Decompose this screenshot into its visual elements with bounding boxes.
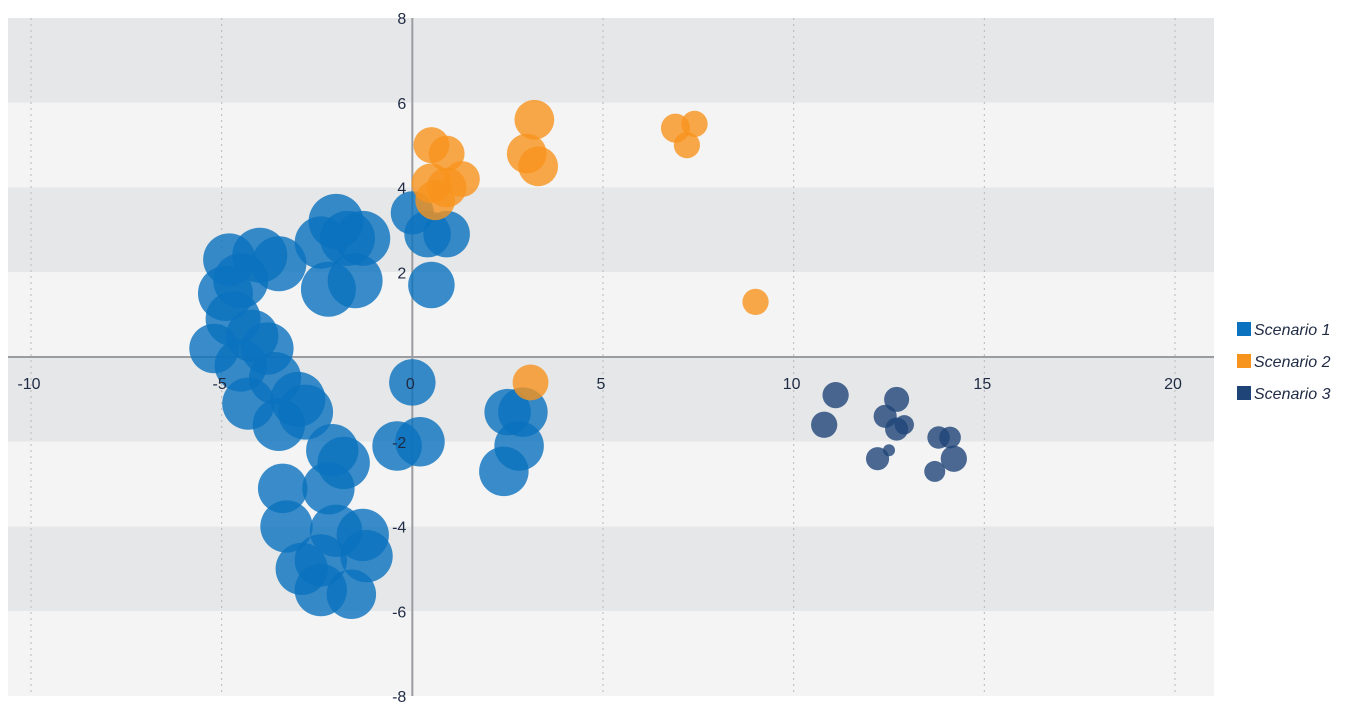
y-tick-label: -2 bbox=[392, 435, 406, 452]
x-tick-label: -5 bbox=[213, 376, 227, 393]
bubble-series-3 bbox=[811, 411, 838, 438]
bubble-series-2 bbox=[443, 161, 480, 197]
bubble-series-2 bbox=[673, 131, 701, 159]
bubble-series-1 bbox=[423, 210, 470, 258]
bubble-series-1 bbox=[340, 529, 393, 583]
grid-band bbox=[8, 357, 1214, 442]
grid-band bbox=[8, 611, 1214, 696]
bubble-series-1 bbox=[479, 446, 529, 497]
x-tick-label: 10 bbox=[783, 376, 801, 393]
bubble-series-1 bbox=[300, 261, 356, 317]
x-tick-label: -10 bbox=[17, 376, 40, 393]
bubble-series-3 bbox=[822, 382, 849, 409]
y-tick-label: 4 bbox=[397, 181, 406, 198]
tick-labels: -10 -5 0 5 10 15 20 -8 -6 -4 -2 2 4 6 8 bbox=[17, 11, 1182, 706]
bubble-series-1 bbox=[395, 416, 445, 467]
bubble-series-3 bbox=[939, 426, 961, 449]
legend-swatch-3 bbox=[1237, 386, 1251, 400]
vertical-grid-lines bbox=[30, 18, 1176, 696]
grid-band bbox=[8, 102, 1214, 188]
bubble-series-1 bbox=[257, 463, 308, 514]
bubble-series-2 bbox=[512, 364, 549, 401]
grid-band bbox=[8, 187, 1214, 273]
legend-swatch-1 bbox=[1237, 322, 1251, 336]
legend: Scenario 1 Scenario 2 Scenario 3 bbox=[1237, 322, 1331, 403]
bubble-series-1 bbox=[252, 398, 306, 451]
bubble-series-1 bbox=[294, 216, 347, 269]
x-tick-label: 20 bbox=[1164, 376, 1182, 393]
bubble-series-2 bbox=[742, 288, 769, 316]
bubble-series-1 bbox=[260, 500, 313, 553]
y-tick-label: 8 bbox=[397, 11, 406, 28]
bubble-series-1 bbox=[408, 261, 455, 309]
bubble-series-2 bbox=[415, 180, 456, 221]
grid-band bbox=[8, 526, 1214, 612]
bubble-series-2 bbox=[514, 99, 555, 140]
bubble-series-1 bbox=[302, 462, 355, 515]
legend-label-1: Scenario 1 bbox=[1254, 322, 1331, 339]
bubbles bbox=[189, 99, 967, 620]
bubble-series-2 bbox=[681, 110, 708, 138]
x-tick-label: 5 bbox=[597, 376, 606, 393]
bubble-series-3 bbox=[884, 386, 910, 412]
bubble-series-3 bbox=[865, 447, 890, 471]
y-tick-label: -6 bbox=[392, 604, 406, 621]
y-tick-label: 2 bbox=[397, 265, 406, 282]
legend-label-2: Scenario 2 bbox=[1254, 354, 1331, 371]
grid-band bbox=[8, 18, 1214, 103]
bubble-series-3 bbox=[894, 415, 914, 435]
legend-swatch-2 bbox=[1237, 354, 1251, 368]
bubble-series-1 bbox=[326, 569, 377, 620]
grid-band bbox=[8, 272, 1214, 357]
bubble-series-1 bbox=[335, 210, 391, 266]
x-tick-label: 15 bbox=[973, 376, 991, 393]
bubble-series-3 bbox=[940, 445, 967, 472]
y-tick-label: 6 bbox=[397, 96, 406, 113]
grid-band bbox=[8, 441, 1214, 527]
plot-background-bands bbox=[8, 18, 1214, 696]
legend-label-3: Scenario 3 bbox=[1254, 386, 1331, 403]
y-tick-label: -8 bbox=[392, 689, 406, 706]
y-tick-label: -4 bbox=[392, 520, 406, 537]
bubble-series-3 bbox=[924, 460, 946, 482]
x-tick-label: 0 bbox=[406, 376, 415, 393]
bubble-series-3 bbox=[882, 444, 896, 457]
bubble-series-2 bbox=[518, 146, 559, 187]
bubble-series-1 bbox=[389, 359, 436, 406]
